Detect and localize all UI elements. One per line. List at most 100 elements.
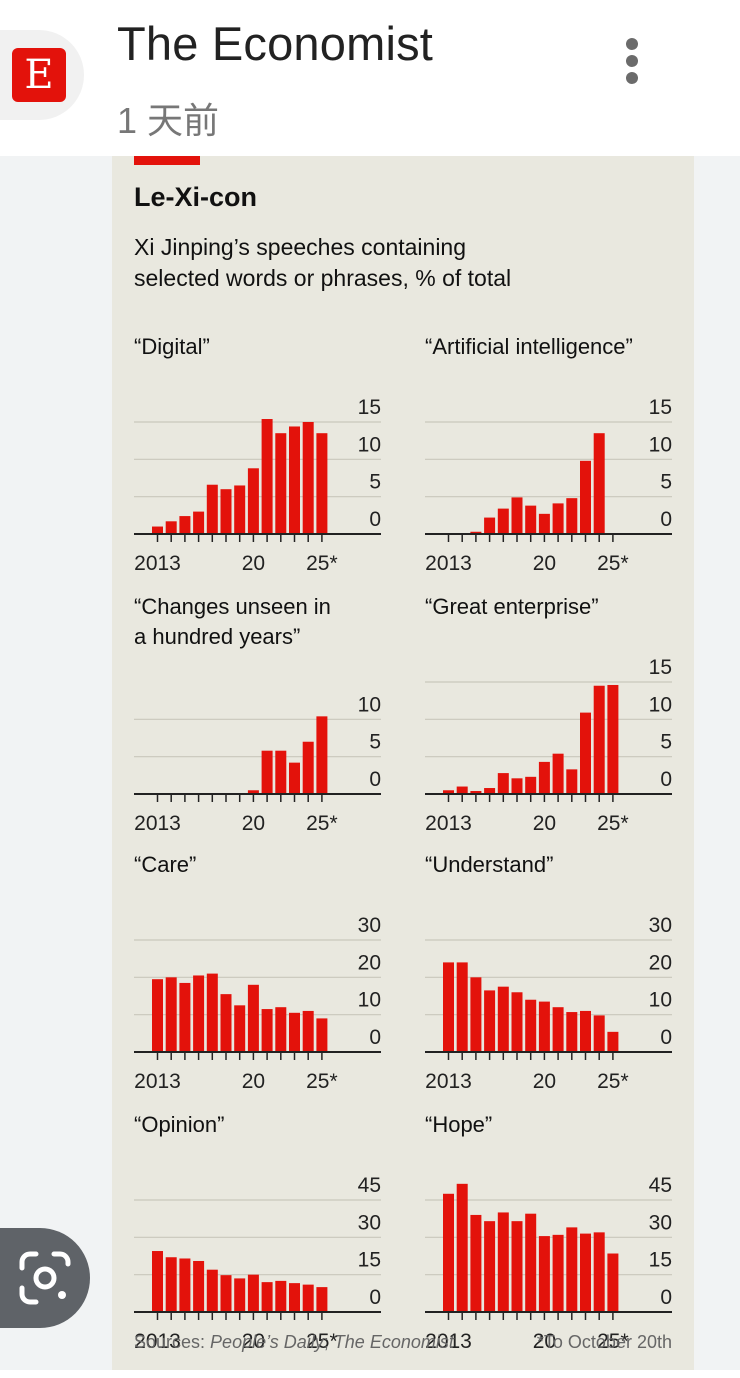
bar [484, 788, 496, 794]
bar [316, 1018, 328, 1052]
bar [152, 979, 163, 1052]
bar [511, 992, 523, 1052]
publisher-avatar[interactable]: E [0, 30, 84, 120]
chart-subtitle: Xi Jinping’s speeches containing selecte… [134, 234, 512, 291]
bar [289, 762, 300, 794]
source-economist: The Economist [333, 1332, 454, 1352]
bar [566, 1012, 578, 1052]
bar [470, 977, 482, 1052]
bar [497, 508, 509, 534]
sources-note: Sources: People’s Daily; The Economist [134, 1332, 454, 1353]
bar [593, 433, 605, 534]
bar [456, 962, 468, 1052]
x-tick-label: 20 [242, 552, 265, 575]
y-tick-label: 20 [358, 951, 381, 974]
y-tick-label: 15 [358, 1249, 381, 1272]
google-lens-icon[interactable] [0, 1228, 90, 1328]
y-tick-label: 15 [649, 396, 672, 419]
bar [525, 999, 537, 1052]
bar [511, 778, 523, 794]
x-tick-label: 2013 [425, 552, 472, 575]
bar [607, 1253, 619, 1312]
post-age: 1 天前 [117, 100, 220, 141]
x-tick-label: 25* [597, 1070, 629, 1093]
bar [261, 1009, 273, 1052]
x-tick-label: 25* [306, 1330, 338, 1353]
panel-understand: “Understand” 30 20 10 0 2013 20 25* [425, 850, 682, 1093]
y-tick-label: 5 [660, 731, 672, 754]
more-vert-icon[interactable] [620, 36, 644, 86]
x-tick-label: 25* [597, 1330, 629, 1353]
bar [220, 994, 232, 1052]
bar [302, 1010, 314, 1052]
bar [552, 503, 564, 534]
x-tick-label: 2013 [134, 552, 181, 575]
bar [511, 1221, 523, 1312]
y-tick-label: 15 [649, 656, 672, 679]
chart-card: Le-Xi-con Xi Jinping’s speeches containi… [112, 156, 694, 1370]
panel-title: “Hope” [425, 1112, 493, 1137]
bar [193, 975, 205, 1052]
panel-opinion: “Opinion” 45 30 15 0 2013 20 25* [134, 1110, 391, 1353]
bar-chart: 15 10 5 0 2013 20 25* [134, 396, 381, 575]
bar [497, 986, 509, 1052]
bar [443, 1193, 454, 1312]
x-tick-label: 20 [533, 1330, 556, 1353]
panel-title: “Digital” [134, 334, 210, 359]
publisher-name[interactable]: The Economist [117, 17, 434, 70]
footnote: *To October 20th [536, 1332, 672, 1352]
bar [179, 516, 191, 534]
bar [152, 526, 163, 534]
y-tick-label: 45 [358, 1174, 381, 1197]
y-tick-label: 0 [369, 1026, 381, 1049]
bar [484, 990, 496, 1052]
bar [443, 790, 454, 794]
panel-hope: “Hope” 45 30 15 0 2013 20 25* [425, 1110, 682, 1353]
bar [497, 773, 509, 794]
y-tick-label: 0 [660, 1026, 672, 1049]
bar-chart: 45 30 15 0 2013 20 25* [425, 1174, 672, 1353]
y-tick-label: 5 [369, 731, 381, 754]
panel-title: “Opinion” [134, 1112, 225, 1137]
x-tick-label: 20 [242, 1070, 265, 1093]
panel-changes-unseen: “Changes unseen in a hundred years” 10 5 0… [134, 592, 391, 835]
bar [220, 489, 232, 534]
bar-chart: 15 10 5 0 2013 20 25* [425, 396, 672, 575]
x-tick-label: 2013 [425, 1070, 472, 1093]
x-tick-label: 2013 [425, 812, 472, 835]
feed-header: E The Economist 1 天前 [0, 0, 740, 156]
bar [275, 750, 287, 794]
panel-artificial-intelligence: “Artificial intelligence” 15 10 5 0 2013 20 25… [425, 332, 682, 575]
y-tick-label: 0 [369, 768, 381, 791]
y-tick-label: 5 [369, 471, 381, 494]
bar [511, 497, 523, 534]
y-tick-label: 15 [649, 1249, 672, 1272]
panel-title: “Understand” [425, 852, 554, 877]
x-tick-label: 20 [242, 812, 265, 835]
bar [193, 511, 205, 534]
bar [289, 426, 300, 534]
bar [234, 1005, 246, 1052]
panel-title: “Great enterprise” [425, 594, 599, 619]
y-tick-label: 20 [649, 951, 672, 974]
bar [247, 984, 259, 1052]
y-tick-label: 0 [660, 768, 672, 791]
panel-title: “Changes unseen in a hundred years” [134, 594, 331, 649]
bar [484, 1221, 496, 1312]
bar [234, 1278, 246, 1312]
bar [593, 1232, 605, 1312]
bar [247, 790, 259, 794]
bar [566, 498, 578, 534]
bar [206, 973, 218, 1052]
bar [261, 750, 273, 794]
bar [580, 712, 591, 794]
panel-care: “Care” 30 20 10 0 2013 20 25* [134, 850, 391, 1093]
bar [206, 1269, 218, 1312]
bar [275, 1280, 287, 1312]
y-tick-label: 0 [660, 1286, 672, 1309]
x-tick-label: 2013 [134, 1330, 181, 1353]
bar [234, 485, 246, 534]
x-tick-label: 25* [597, 812, 629, 835]
x-tick-label: 20 [533, 552, 556, 575]
x-tick-label: 25* [306, 1070, 338, 1093]
